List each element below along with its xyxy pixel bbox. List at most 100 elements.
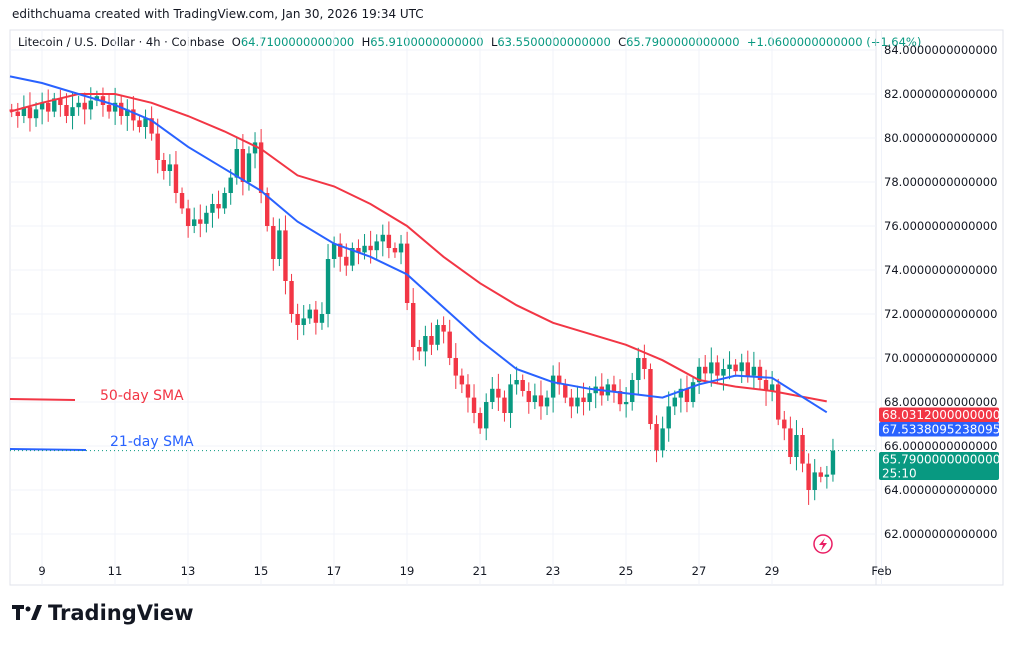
candle	[149, 106, 154, 141]
candle	[411, 288, 416, 361]
x-tick-label: 13	[181, 564, 196, 578]
candle	[733, 359, 738, 377]
x-tick-label: 17	[327, 564, 342, 578]
x-tick-label: 23	[546, 564, 561, 578]
candle	[465, 374, 471, 413]
candle-body	[660, 428, 665, 451]
candle	[630, 372, 635, 411]
candle-body	[94, 96, 100, 101]
candle-body	[143, 118, 148, 127]
y-tick-label: 78.0000000000000	[884, 175, 997, 189]
tradingview-logo: TradingView	[12, 601, 193, 625]
candle	[46, 89, 51, 122]
candle	[703, 355, 708, 381]
candle	[636, 347, 641, 395]
candle	[459, 368, 465, 394]
x-tick-label: 9	[38, 564, 45, 578]
candle-body	[15, 111, 20, 116]
candle	[52, 92, 57, 118]
candle	[88, 87, 93, 120]
symbol-legend: Litecoin / U.S. Dollar · 4h · Coinbase O…	[18, 35, 921, 49]
candle	[106, 93, 112, 119]
candle-body	[794, 435, 799, 457]
candle	[173, 151, 179, 204]
candle	[788, 416, 793, 465]
candle-body	[344, 256, 349, 266]
candle-body	[569, 397, 574, 407]
candle	[325, 244, 331, 328]
candle	[240, 134, 246, 196]
open-value: 64.7100000000000	[240, 35, 355, 49]
candle	[192, 207, 197, 234]
candle	[830, 438, 836, 482]
candle-body	[666, 406, 671, 429]
candle	[526, 382, 531, 414]
candle-body	[210, 204, 215, 213]
candle	[155, 118, 160, 174]
candle-body	[338, 243, 343, 257]
candle-body	[277, 230, 282, 259]
low-label: L	[490, 35, 498, 49]
candle	[690, 376, 696, 408]
x-tick-label: 27	[692, 564, 707, 578]
x-tick-label: Feb	[871, 564, 891, 578]
candle	[350, 242, 355, 272]
candle	[824, 465, 830, 489]
candle-body	[630, 380, 635, 402]
candle-body	[751, 366, 757, 376]
candle-body	[477, 413, 483, 429]
candle-body	[490, 388, 495, 402]
low-value: 63.5500000000000	[497, 35, 611, 49]
candle	[745, 350, 750, 383]
candle-body	[307, 309, 312, 319]
candle-body	[581, 397, 586, 402]
candle	[119, 95, 124, 125]
candle-body	[325, 259, 331, 314]
open-label: O	[231, 35, 241, 49]
candle-body	[763, 380, 769, 391]
candle	[271, 217, 276, 271]
price-chart[interactable]: 62.0000000000000 64.0000000000000 66.00000…	[0, 0, 1014, 600]
candle-body	[265, 193, 270, 226]
candle-body	[380, 234, 385, 242]
candle	[319, 302, 325, 330]
candle-body	[526, 391, 531, 402]
candle-body	[155, 133, 160, 160]
candle-body	[733, 364, 738, 372]
y-tick-label: 72.0000000000000	[884, 307, 997, 321]
candle-body	[386, 234, 392, 248]
candle	[751, 351, 757, 389]
candle-body	[830, 450, 836, 475]
candles	[9, 87, 836, 505]
x-tick-label: 15	[254, 564, 269, 578]
candle-body	[617, 391, 623, 405]
candle-body	[709, 362, 714, 374]
candle-body	[721, 369, 726, 376]
candle-body	[204, 212, 209, 224]
candle	[660, 416, 665, 458]
candle	[757, 359, 763, 389]
candle-body	[258, 142, 264, 193]
y-tick-label: 76.0000000000000	[884, 219, 997, 233]
candle-body	[453, 358, 458, 376]
flash-icon	[813, 534, 833, 554]
candle-body	[447, 331, 452, 358]
candle-body	[319, 314, 325, 323]
candle-body	[684, 388, 690, 402]
candle	[198, 204, 203, 238]
candle-body	[179, 193, 185, 209]
candle-body	[465, 384, 471, 398]
candle	[76, 95, 81, 116]
candle	[544, 390, 550, 416]
candle	[289, 273, 294, 323]
candle	[538, 380, 544, 420]
candle-body	[678, 388, 684, 398]
y-tick-label: 84.0000000000000	[884, 43, 997, 57]
candle-body	[46, 102, 51, 112]
candle	[763, 369, 769, 406]
candle-body	[745, 362, 750, 376]
candle-body	[119, 102, 124, 116]
candle-body	[703, 366, 708, 374]
candle-body	[149, 118, 154, 134]
candle-body	[642, 358, 647, 369]
